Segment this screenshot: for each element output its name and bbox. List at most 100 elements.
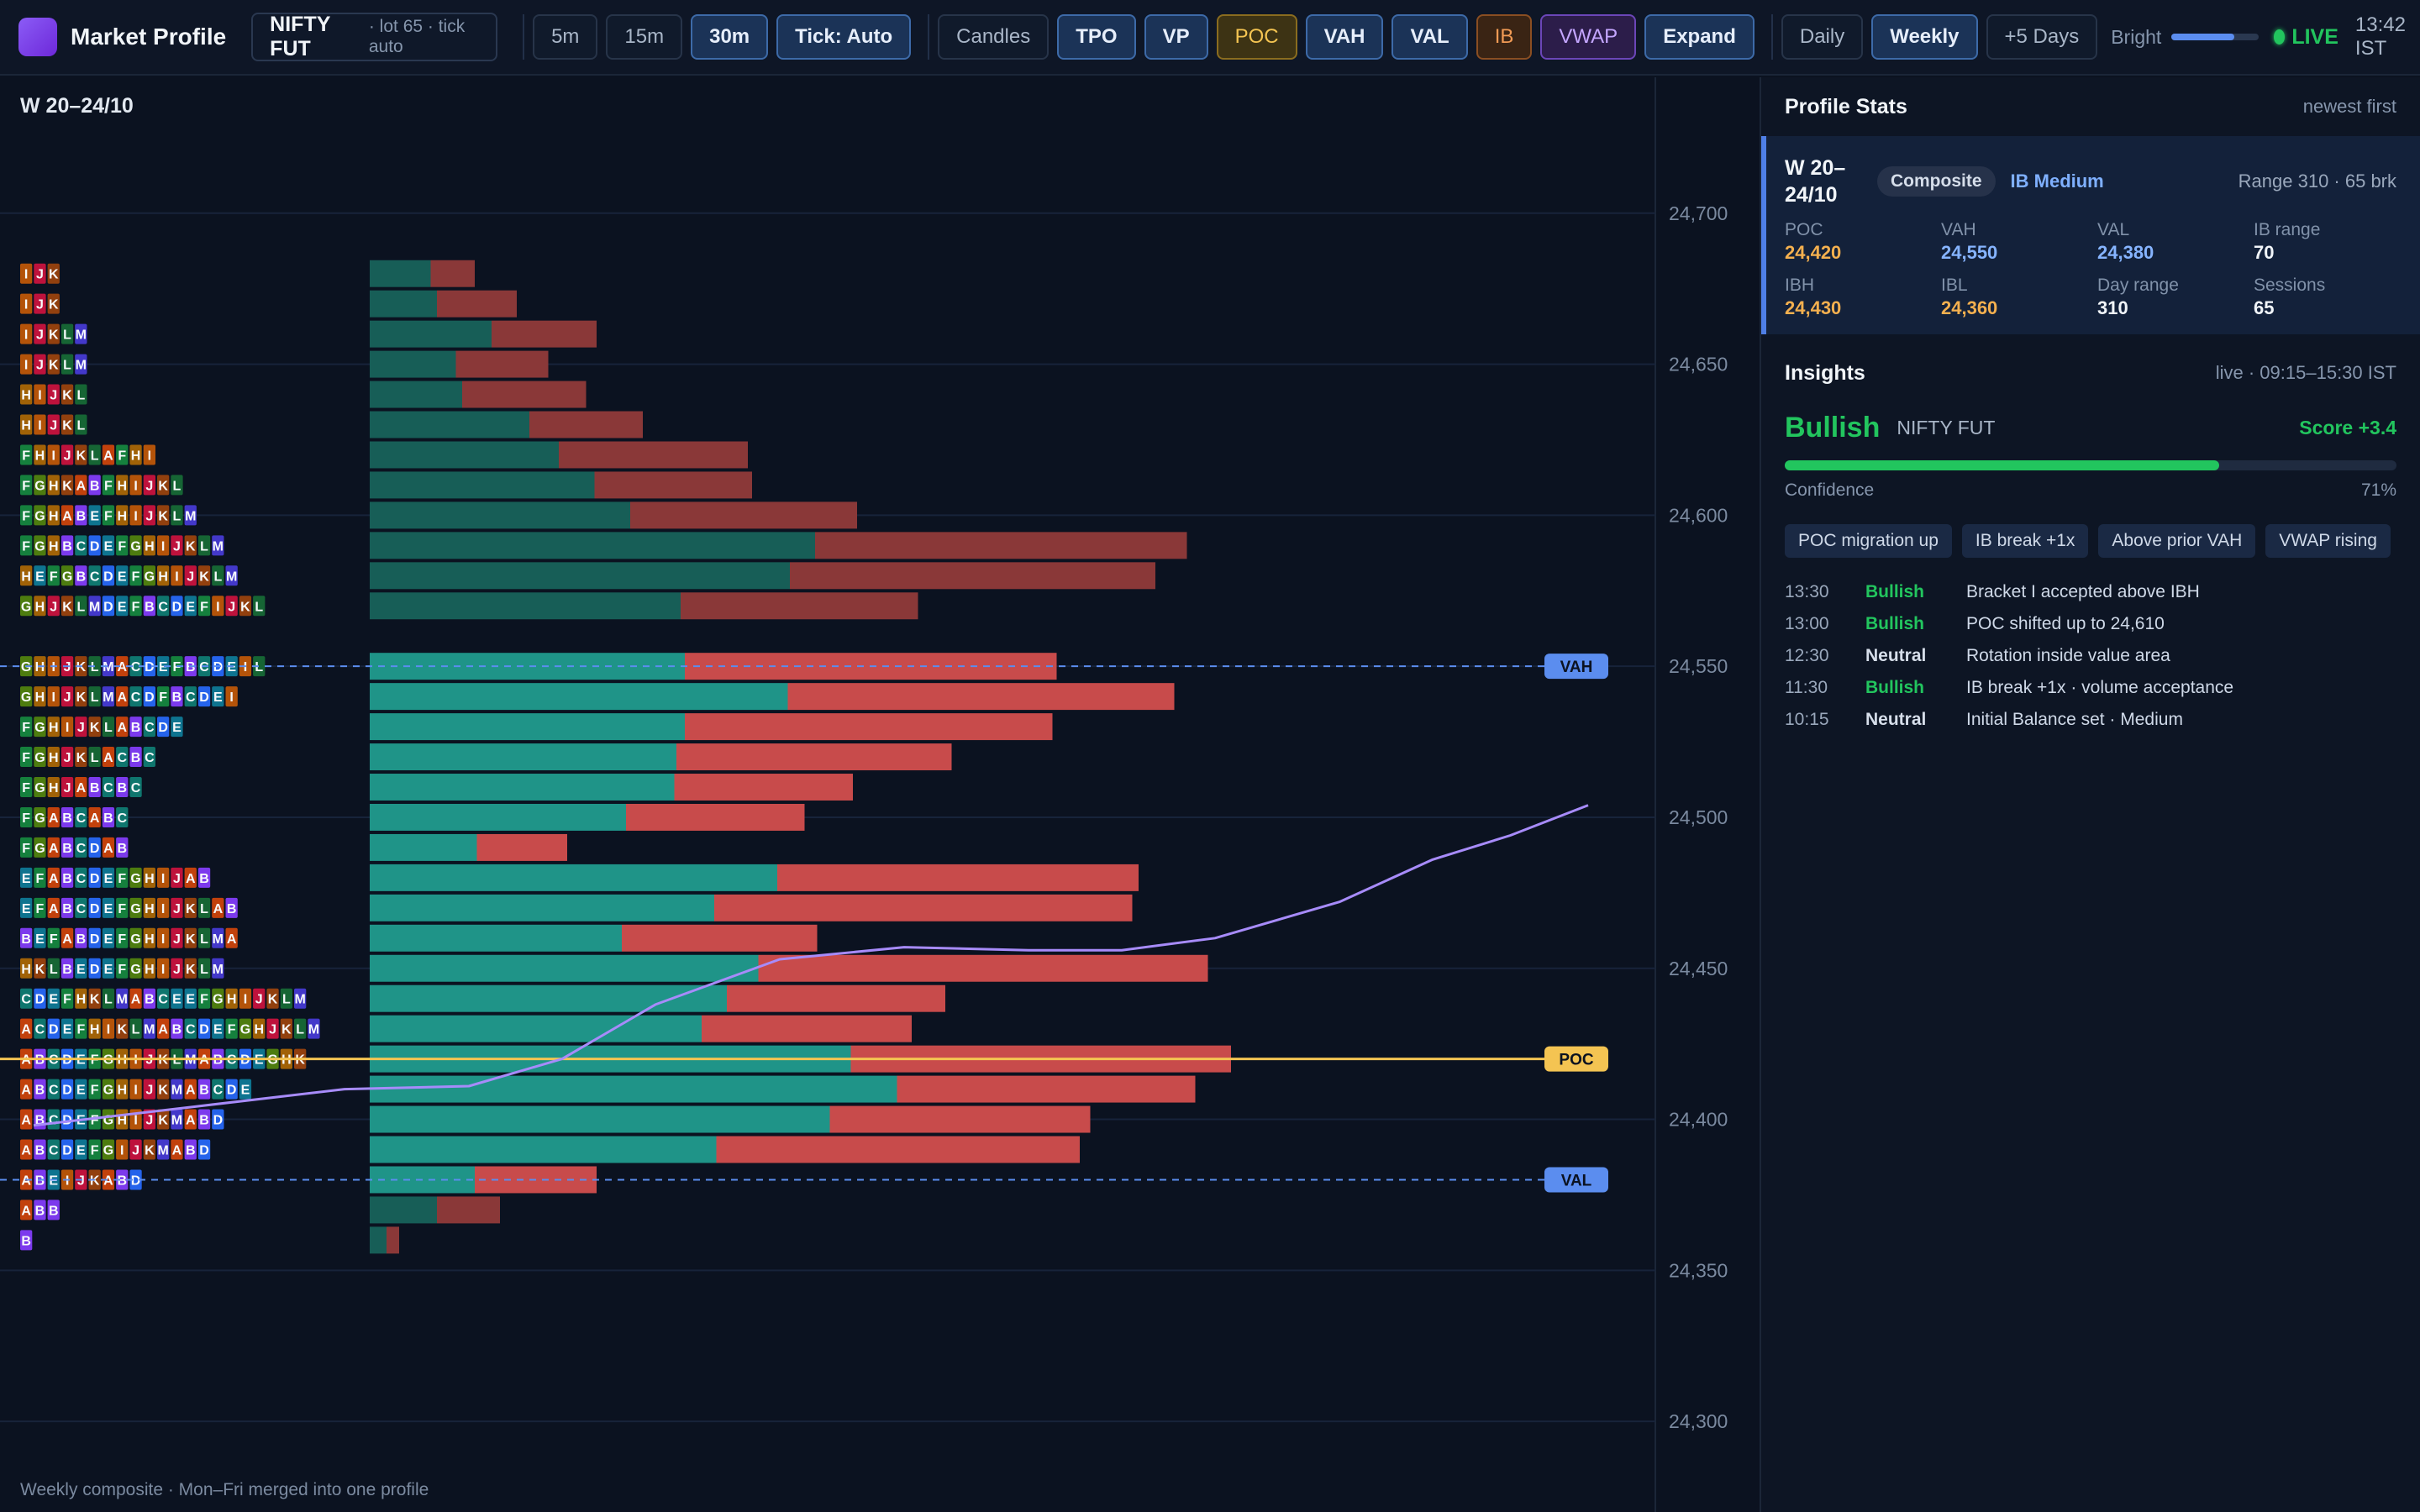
- tpo-cell[interactable]: [47, 1018, 60, 1039]
- tpo-cell[interactable]: [75, 686, 87, 707]
- tpo-cell[interactable]: [171, 475, 183, 496]
- volume-buy-bar[interactable]: [370, 562, 790, 590]
- volume-buy-bar[interactable]: [370, 260, 431, 287]
- tpo-cell[interactable]: [239, 1018, 252, 1039]
- tpo-cell[interactable]: [116, 958, 129, 979]
- tpo-cell[interactable]: [253, 1018, 266, 1039]
- tpo-cell[interactable]: [129, 927, 142, 948]
- tpo-cell[interactable]: [34, 717, 46, 738]
- volume-buy-bar[interactable]: [370, 592, 681, 620]
- tpo-cell[interactable]: [34, 1018, 46, 1039]
- tpo-cell[interactable]: [102, 897, 115, 918]
- tpo-cell[interactable]: [34, 293, 46, 314]
- tpo-cell[interactable]: [34, 596, 46, 617]
- tpo-cell[interactable]: [75, 444, 87, 465]
- tpo-cell[interactable]: [212, 1109, 224, 1130]
- volume-buy-bar[interactable]: [370, 1226, 387, 1254]
- tpo-cell[interactable]: [212, 1018, 224, 1039]
- tpo-cell[interactable]: [184, 1079, 197, 1100]
- tpo-cell[interactable]: [20, 293, 33, 314]
- tpo-cell[interactable]: [60, 867, 74, 888]
- tpo-cell[interactable]: [157, 988, 170, 1009]
- tpo-cell[interactable]: [157, 958, 170, 979]
- tpo-cell[interactable]: [20, 897, 33, 918]
- volume-buy-bar[interactable]: [370, 501, 630, 529]
- volume-buy-bar[interactable]: [370, 803, 626, 831]
- tpo-cell[interactable]: [88, 837, 101, 858]
- tpo-cell[interactable]: [60, 1018, 74, 1039]
- tpo-cell[interactable]: [60, 777, 74, 798]
- tpo-cell[interactable]: [197, 988, 211, 1009]
- tpo-cell[interactable]: [88, 565, 101, 586]
- tpo-cell[interactable]: [34, 323, 46, 344]
- tpo-cell[interactable]: [60, 717, 74, 738]
- tpo-cell[interactable]: [88, 927, 101, 948]
- tpo-cell[interactable]: [20, 806, 33, 827]
- volume-buy-bar[interactable]: [370, 1105, 830, 1133]
- tpo-cell[interactable]: [143, 988, 155, 1009]
- tpo-cell[interactable]: [20, 837, 33, 858]
- timeframe-5m-button[interactable]: 5m: [533, 14, 598, 60]
- tpo-cell[interactable]: [60, 747, 74, 768]
- toggle-val-button[interactable]: VAL: [1392, 14, 1468, 60]
- tpo-cell[interactable]: [20, 988, 33, 1009]
- tpo-cell[interactable]: [34, 988, 46, 1009]
- tpo-cell[interactable]: [88, 444, 101, 465]
- tpo-cell[interactable]: [75, 414, 87, 435]
- tpo-cell[interactable]: [88, 806, 101, 827]
- tpo-cell[interactable]: [20, 867, 33, 888]
- tpo-cell[interactable]: [143, 927, 155, 948]
- tpo-cell[interactable]: [184, 1109, 197, 1130]
- tpo-cell[interactable]: [60, 958, 74, 979]
- tpo-cell[interactable]: [34, 444, 46, 465]
- volume-sell-bar[interactable]: [455, 350, 549, 378]
- tpo-cell[interactable]: [88, 1018, 101, 1039]
- volume-buy-bar[interactable]: [370, 441, 559, 469]
- tpo-cell[interactable]: [102, 505, 115, 526]
- volume-sell-bar[interactable]: [829, 1105, 1091, 1133]
- tpo-cell[interactable]: [197, 535, 211, 556]
- volume-sell-bar[interactable]: [437, 1196, 500, 1224]
- tpo-cell[interactable]: [157, 656, 170, 677]
- tpo-cell[interactable]: [102, 1079, 115, 1100]
- tpo-cell[interactable]: [184, 867, 197, 888]
- tpo-cell[interactable]: [60, 475, 74, 496]
- tpo-cell[interactable]: [157, 1139, 170, 1160]
- tpo-cell[interactable]: [47, 777, 60, 798]
- tpo-cell[interactable]: [88, 475, 101, 496]
- tpo-cell[interactable]: [75, 747, 87, 768]
- tpo-cell[interactable]: [212, 927, 224, 948]
- tpo-cell[interactable]: [75, 596, 87, 617]
- tpo-cell[interactable]: [143, 686, 155, 707]
- tpo-cell[interactable]: [34, 354, 46, 375]
- tpo-cell[interactable]: [75, 777, 87, 798]
- tpo-cell[interactable]: [129, 717, 142, 738]
- tpo-cell[interactable]: [60, 565, 74, 586]
- tpo-cell[interactable]: [184, 988, 197, 1009]
- volume-buy-bar[interactable]: [370, 471, 595, 499]
- tpo-cell[interactable]: [225, 1079, 238, 1100]
- tpo-cell[interactable]: [129, 958, 142, 979]
- tpo-cell[interactable]: [88, 897, 101, 918]
- tpo-cell[interactable]: [239, 1079, 252, 1100]
- volume-buy-bar[interactable]: [370, 954, 759, 982]
- tpo-cell[interactable]: [34, 777, 46, 798]
- tpo-cell[interactable]: [47, 384, 60, 405]
- tpo-cell[interactable]: [60, 505, 74, 526]
- volume-buy-bar[interactable]: [370, 381, 462, 408]
- tpo-cell[interactable]: [20, 777, 33, 798]
- tpo-cell[interactable]: [88, 958, 101, 979]
- volume-sell-bar[interactable]: [430, 260, 476, 287]
- tpo-cell[interactable]: [157, 475, 170, 496]
- tpo-cell[interactable]: [20, 505, 33, 526]
- tpo-cell[interactable]: [34, 1139, 46, 1160]
- tpo-cell[interactable]: [102, 1169, 115, 1190]
- tpo-cell[interactable]: [197, 1079, 211, 1100]
- tpo-cell[interactable]: [197, 958, 211, 979]
- tpo-cell[interactable]: [34, 475, 46, 496]
- tpo-cell[interactable]: [20, 263, 33, 284]
- tpo-cell[interactable]: [212, 958, 224, 979]
- tpo-cell[interactable]: [102, 988, 115, 1009]
- volume-buy-bar[interactable]: [370, 864, 777, 891]
- tpo-cell[interactable]: [47, 263, 60, 284]
